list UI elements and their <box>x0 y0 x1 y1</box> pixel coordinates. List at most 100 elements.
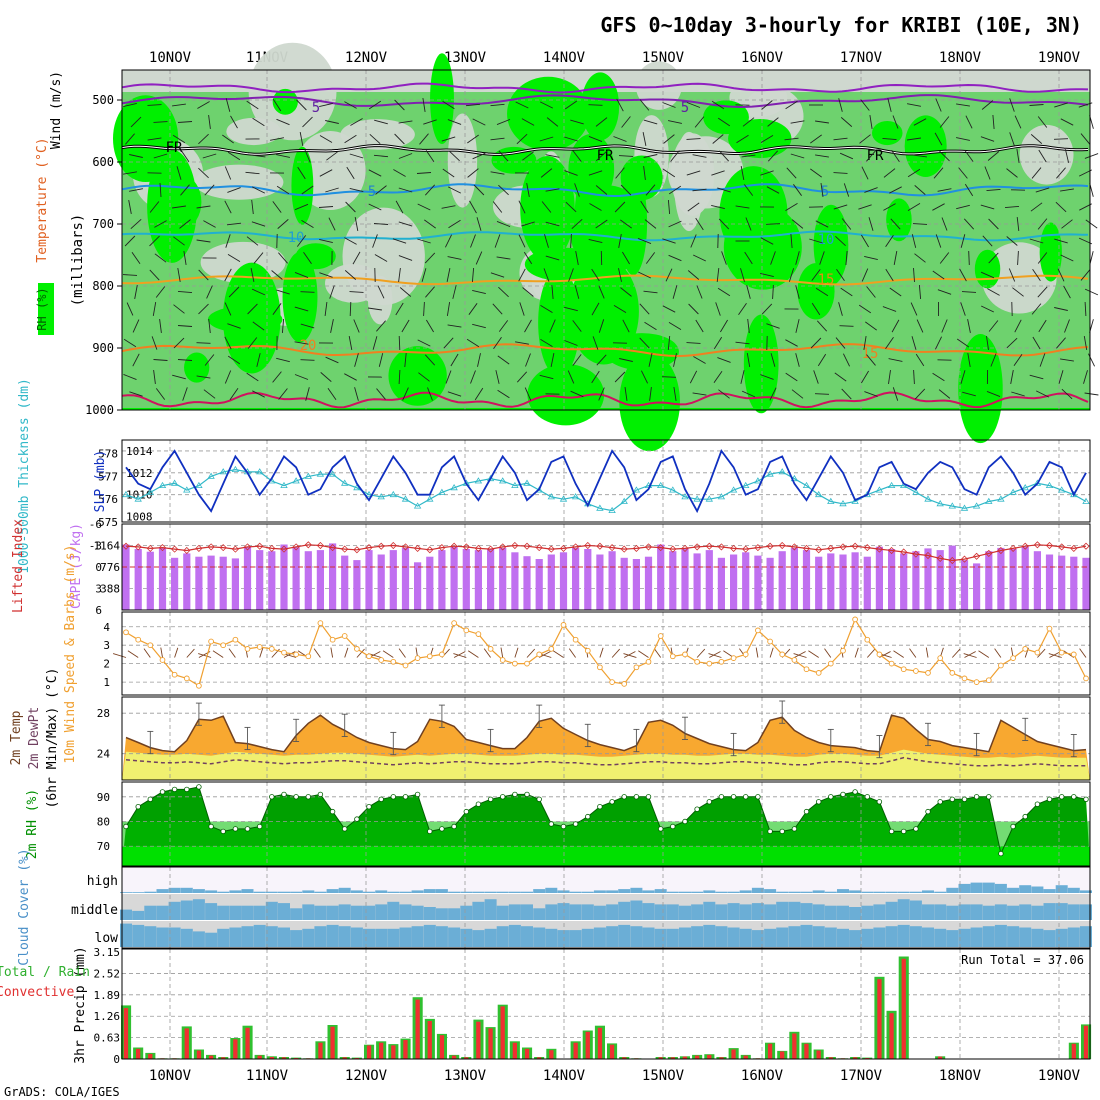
wind-barb <box>934 336 943 350</box>
wind-barb <box>713 336 723 350</box>
cape-bar <box>851 552 859 610</box>
cloud-high-bar <box>399 891 412 893</box>
cloud-middle-bar <box>715 904 728 920</box>
wind-barb <box>186 648 195 658</box>
cloud-middle-bar <box>885 901 898 920</box>
lifted-index-point <box>401 543 410 551</box>
wind-barb <box>760 170 774 176</box>
run-total-label: Run Total = 37.06 <box>961 953 1084 967</box>
wind-barb <box>741 154 756 158</box>
thickness-point <box>146 488 155 495</box>
thickness-point <box>571 493 580 500</box>
wind-speed-point <box>487 646 494 652</box>
wind-barb <box>767 150 779 162</box>
rh-point <box>293 794 299 800</box>
wind-speed-point <box>183 675 190 682</box>
wind-barb <box>344 373 357 381</box>
cloud-high-bar <box>387 891 400 893</box>
lifted-index-point <box>985 549 993 557</box>
wind-barb <box>206 285 213 299</box>
wind-barb <box>182 387 188 401</box>
cloud-low-bar <box>679 927 691 947</box>
wind-barb <box>616 98 624 112</box>
wind-barb <box>198 167 209 179</box>
wind-barb <box>498 184 509 196</box>
cloud-middle-bar <box>1031 905 1044 920</box>
wind-barb <box>786 167 797 179</box>
cloud-middle-bar <box>229 905 242 920</box>
wind-barb <box>250 268 255 282</box>
wind-barb <box>934 132 943 146</box>
cloud-middle-bar <box>751 903 764 920</box>
cloud-high-bar <box>375 890 388 893</box>
wind-speed-point <box>1046 625 1053 632</box>
rh-point <box>548 821 554 827</box>
wind-barb <box>572 150 582 162</box>
wind-barb <box>492 303 503 315</box>
wind-barb <box>159 182 162 198</box>
wind-barb <box>245 171 260 175</box>
wind-barb <box>815 120 829 124</box>
cloud-high-bar <box>909 891 922 893</box>
wind-barb <box>788 268 795 282</box>
cloud-middle-bar <box>1080 904 1092 920</box>
wind-barb <box>446 302 451 316</box>
precip-conv-bar <box>500 1006 505 1059</box>
wind-barb <box>483 648 491 658</box>
wind-speed-point <box>171 671 178 678</box>
wind-barb <box>841 218 852 230</box>
wind-barb <box>256 353 261 367</box>
cape-bar <box>657 544 665 610</box>
wind-barb <box>571 218 583 230</box>
cape-bar <box>146 551 154 610</box>
wind-barb <box>149 269 160 281</box>
wind-barb <box>1006 337 1018 349</box>
cloud-low-bar <box>1031 928 1044 947</box>
wind-barb <box>958 167 968 179</box>
contour-label: 10 <box>818 232 835 248</box>
cloud-high-bar <box>812 890 825 893</box>
wind-barb <box>300 291 315 293</box>
cape-bar <box>717 557 725 610</box>
wind-barb <box>672 285 678 299</box>
cloud-low-bar <box>132 924 145 947</box>
rh-point <box>378 796 384 802</box>
wind-barb <box>246 236 259 246</box>
lifted-index-point <box>280 545 288 553</box>
wind-barb <box>981 100 994 110</box>
rh-point <box>536 796 542 802</box>
cape-bar <box>134 549 142 610</box>
wind-barb <box>196 205 211 209</box>
slp-tick-label: 1010 <box>126 489 153 502</box>
wind-barb <box>858 204 872 210</box>
wind-barb <box>130 218 142 230</box>
wind-barb <box>153 359 168 361</box>
wind-barb <box>815 287 829 297</box>
thickness-point <box>401 495 410 502</box>
rh-point <box>779 828 785 835</box>
rh-point <box>439 826 445 832</box>
wind-barb <box>686 170 701 176</box>
rh-point <box>329 808 336 815</box>
wind-barb <box>1064 149 1070 163</box>
cloud-low-bar <box>703 924 716 947</box>
wind-barb <box>833 172 848 174</box>
day-label: 12NOV <box>345 1068 388 1084</box>
cloud-middle-bar <box>363 905 375 920</box>
thickness-point <box>255 468 264 475</box>
wind-barb <box>793 653 807 658</box>
rh-point <box>244 826 251 832</box>
wind-speed-point <box>463 627 470 634</box>
cloud-high-bar <box>253 891 266 893</box>
wind-barb <box>545 255 560 261</box>
wind-speed-point <box>208 638 214 645</box>
precip-conv-bar <box>938 1056 943 1059</box>
wind-barb <box>526 183 530 197</box>
wind-barb <box>154 220 167 228</box>
precip-conv-bar <box>148 1053 153 1059</box>
cloud-low-bar <box>630 926 643 947</box>
cloud-low-bar <box>423 924 436 947</box>
wind-barb <box>840 287 853 297</box>
wind-barb <box>794 651 806 658</box>
cloud-middle-label: middle <box>71 903 118 918</box>
